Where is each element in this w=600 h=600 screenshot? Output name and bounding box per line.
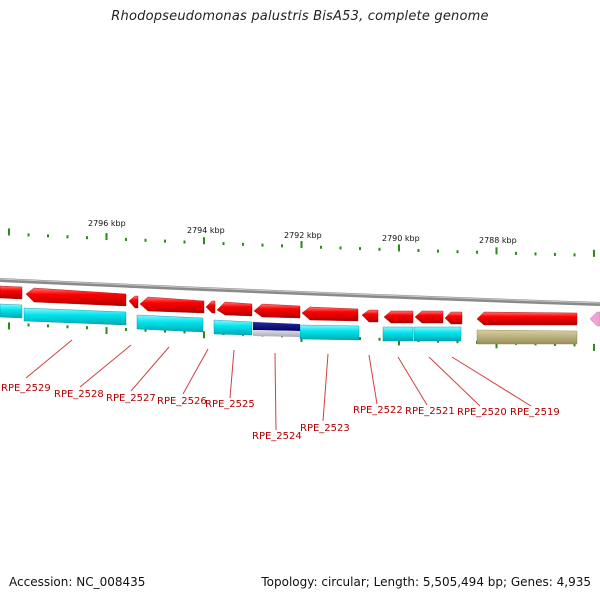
gene-arrow <box>444 311 463 325</box>
gene-arrow <box>361 309 379 323</box>
cds-feature <box>213 319 253 336</box>
gene-label: RPE_2521 <box>405 406 455 417</box>
gene-label-leaders <box>25 339 532 431</box>
scale-label: 2790 kbp <box>382 234 420 243</box>
cds-feature <box>382 326 414 342</box>
scale-label: 2792 kbp <box>284 231 322 240</box>
cds-feature <box>0 303 23 319</box>
olive-feature <box>476 329 578 345</box>
gene-label: RPE_2527 <box>106 393 156 404</box>
gene-arrow <box>25 287 127 307</box>
gene-label: RPE_2526 <box>157 396 207 407</box>
gene-arrow <box>205 300 216 314</box>
scale-label: 2788 kbp <box>479 236 517 245</box>
gene-arrow <box>383 310 414 324</box>
page-title: Rhodopseudomonas palustris BisA53, compl… <box>111 9 489 24</box>
gene-label: RPE_2529 <box>1 383 51 394</box>
accession-text: Accession: NC_008435 <box>9 575 146 589</box>
gene-arrow <box>253 303 301 319</box>
gene-track <box>0 285 578 326</box>
gene-label: RPE_2525 <box>205 399 255 410</box>
gene-label: RPE_2522 <box>353 405 403 416</box>
gene-arrow <box>216 301 253 317</box>
gene-label: RPE_2523 <box>300 423 350 434</box>
dark-feature <box>253 322 300 331</box>
scale-ticks <box>8 228 595 257</box>
cds-track <box>0 303 462 342</box>
gene-arrow <box>139 296 205 314</box>
genome-backbone <box>0 278 600 306</box>
gene-arrow <box>128 295 139 309</box>
gene-arrow <box>301 306 359 322</box>
genome-backbone-highlight <box>0 278 600 304</box>
grey-feature <box>253 330 300 337</box>
gene-label: RPE_2524 <box>252 431 302 442</box>
cds-feature <box>413 326 462 342</box>
gene-label: RPE_2520 <box>457 407 507 418</box>
gene-arrow <box>0 285 23 300</box>
cds-feature <box>299 324 360 341</box>
gene-label: RPE_2519 <box>510 407 560 418</box>
gene-arrow <box>414 310 444 324</box>
gene-label: RPE_2528 <box>54 389 104 400</box>
genome-summary-text: Topology: circular; Length: 5,505,494 bp… <box>261 575 591 589</box>
scale-label: 2796 kbp <box>88 219 126 228</box>
feature-marker <box>589 311 600 327</box>
cds-feature <box>23 307 127 326</box>
scale-label: 2794 kbp <box>187 226 225 235</box>
gene-arrow <box>476 311 578 326</box>
cds-feature <box>136 314 204 333</box>
